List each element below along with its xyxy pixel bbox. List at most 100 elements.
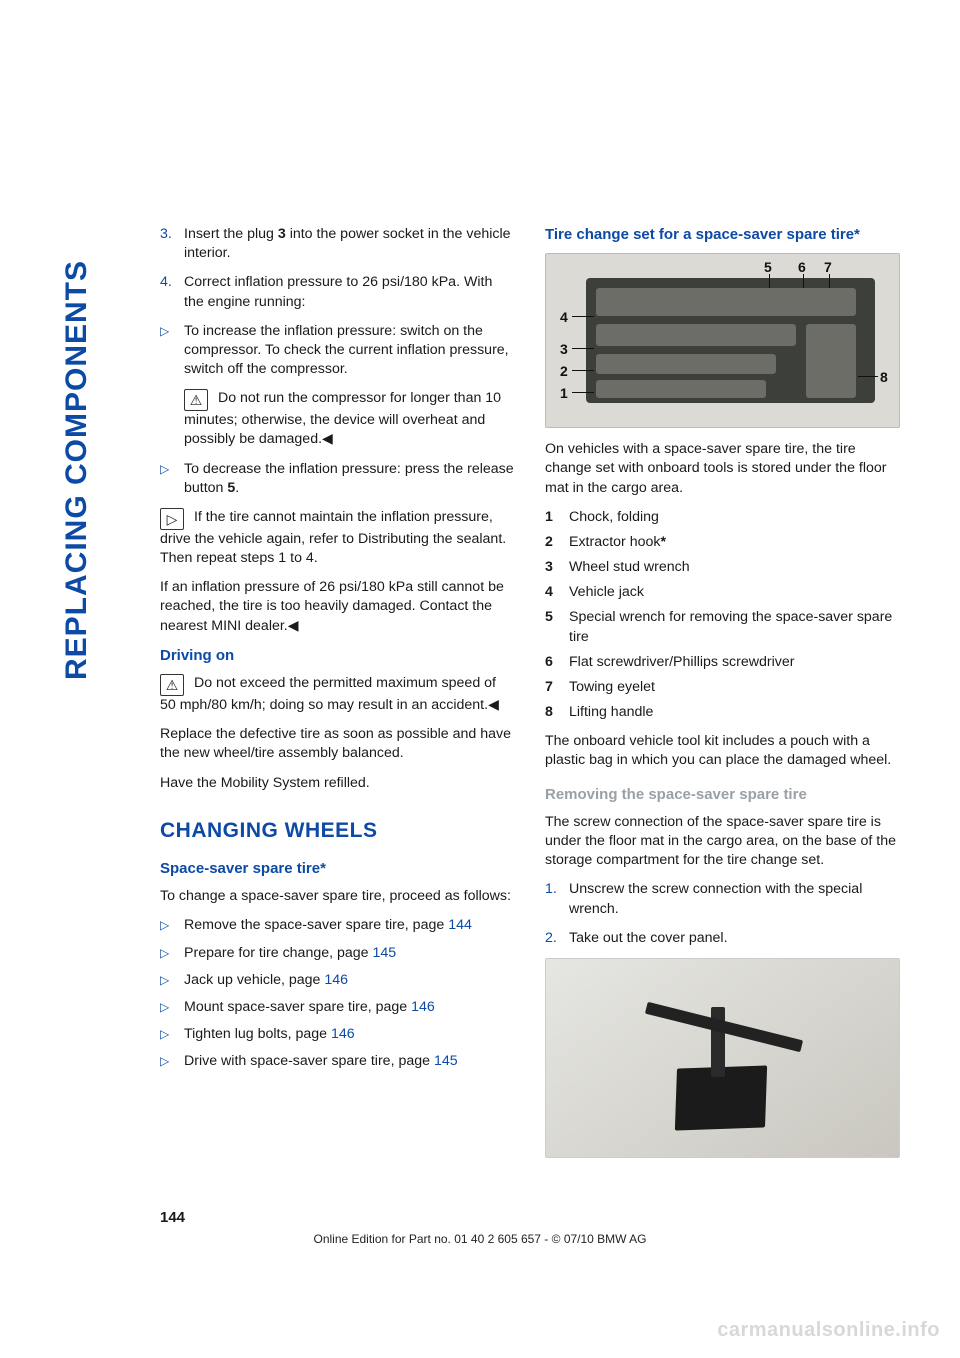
page-link[interactable]: 146 <box>331 1026 355 1042</box>
part-number: 5 <box>545 608 569 646</box>
page-link[interactable]: 146 <box>324 972 348 988</box>
diagram-slot <box>596 288 856 316</box>
parts-list-item: 6Flat screwdriver/Phillips screwdriver <box>545 653 900 672</box>
page-link[interactable]: 145 <box>434 1053 458 1069</box>
parts-list-item: 3Wheel stud wrench <box>545 558 900 577</box>
diagram-leader <box>829 274 830 288</box>
procedure-text: Drive with space-saver spare tire, page … <box>184 1052 515 1071</box>
triangle-icon: ▷ <box>160 916 184 935</box>
diagram-slot <box>596 324 796 346</box>
procedure-text: Remove the space-saver spare tire, page … <box>184 916 515 935</box>
page-link[interactable]: 145 <box>373 945 397 961</box>
part-name: Vehicle jack <box>569 583 900 602</box>
heading-changing-wheels: CHANGING WHEELS <box>160 817 515 845</box>
page: REPLACING COMPONENTS 3. Insert the plug … <box>0 0 960 1358</box>
diagram-label-3: 3 <box>560 340 568 359</box>
step-number: 4. <box>160 273 184 311</box>
diagram-leader <box>803 274 804 288</box>
watermark: carmanualsonline.info <box>717 1319 940 1342</box>
diagram-leader <box>769 274 770 288</box>
part-name: Wheel stud wrench <box>569 558 900 577</box>
warning-icon: ⚠ <box>160 674 184 696</box>
pouch-text: The onboard vehicle tool kit includes a … <box>545 732 900 770</box>
bullet-increase: ▷ To increase the inflation pressure: sw… <box>160 322 515 380</box>
remove-steps: 1.Unscrew the screw connection with the … <box>545 880 900 948</box>
part-name: Lifting handle <box>569 703 900 722</box>
triangle-icon: ▷ <box>160 460 184 498</box>
part-name: Chock, folding <box>569 508 900 527</box>
wrench-photo <box>545 958 900 1158</box>
procedure-list: ▷Remove the space-saver spare tire, page… <box>160 916 515 1071</box>
warning-block: ⚠ Do not run the compressor for longer t… <box>184 389 515 449</box>
heading-tire-change-set: Tire change set for a space-saver spare … <box>545 225 900 245</box>
diagram-leader <box>572 370 594 371</box>
page-link[interactable]: 144 <box>448 917 472 933</box>
bullet-text: To decrease the inflation pressure: pres… <box>184 460 515 498</box>
heading-removing-spare: Removing the space-saver spare tire <box>545 785 900 805</box>
procedure-text: Jack up vehicle, page 146 <box>184 971 515 990</box>
space-saver-intro: To change a space-saver spare tire, proc… <box>160 887 515 906</box>
hint-icon: ▷ <box>160 508 184 530</box>
warning-text: Do not exceed the permitted maximum spee… <box>160 675 499 713</box>
parts-list: 1Chock, folding2Extractor hook*3Wheel st… <box>545 508 900 723</box>
after-diagram-text: On vehicles with a space-saver spare tir… <box>545 440 900 498</box>
part-name: Flat screwdriver/Phillips screwdriver <box>569 653 900 672</box>
content-columns: 3. Insert the plug 3 into the power sock… <box>160 225 900 1158</box>
remove-step: 1.Unscrew the screw connection with the … <box>545 880 900 918</box>
diagram-leader <box>572 316 594 317</box>
part-number: 4 <box>545 583 569 602</box>
cannot-reach-text: If an inflation pressure of 26 psi/180 k… <box>160 578 515 636</box>
warning-icon: ⚠ <box>184 389 208 411</box>
right-column: Tire change set for a space-saver spare … <box>545 225 900 1158</box>
left-column: 3. Insert the plug 3 into the power sock… <box>160 225 515 1158</box>
diagram-leader <box>858 376 878 377</box>
diagram-slot <box>806 324 856 398</box>
diagram-slot <box>596 380 766 398</box>
diagram-label-8: 8 <box>880 368 888 387</box>
procedure-text: Mount space-saver spare tire, page 146 <box>184 998 515 1017</box>
procedure-item: ▷Mount space-saver spare tire, page 146 <box>160 998 515 1017</box>
step-text: Unscrew the screw connection with the sp… <box>569 880 900 918</box>
parts-list-item: 5Special wrench for removing the space-s… <box>545 608 900 646</box>
diagram-label-5: 5 <box>764 258 772 277</box>
triangle-icon: ▷ <box>160 998 184 1017</box>
replace-text: Replace the defective tire as soon as po… <box>160 725 515 763</box>
part-name: Towing eyelet <box>569 678 900 697</box>
step-text: Correct inflation pressure to 26 psi/180… <box>184 273 515 311</box>
diagram-tray <box>586 278 875 403</box>
procedure-text: Prepare for tire change, page 145 <box>184 944 515 963</box>
step-number: 2. <box>545 929 569 948</box>
diagram-label-7: 7 <box>824 258 832 277</box>
procedure-text: Tighten lug bolts, page 146 <box>184 1025 515 1044</box>
bullet-text: To increase the inflation pressure: swit… <box>184 322 515 380</box>
warning-block-2: ⚠ Do not exceed the permitted maximum sp… <box>160 674 515 715</box>
procedure-item: ▷Tighten lug bolts, page 146 <box>160 1025 515 1044</box>
remove-step: 2.Take out the cover panel. <box>545 929 900 948</box>
triangle-icon: ▷ <box>160 971 184 990</box>
parts-list-item: 2Extractor hook* <box>545 533 900 552</box>
diagram-leader <box>572 348 594 349</box>
page-link[interactable]: 146 <box>411 999 435 1015</box>
step-number: 3. <box>160 225 184 263</box>
step-4: 4. Correct inflation pressure to 26 psi/… <box>160 273 515 311</box>
procedure-item: ▷Drive with space-saver spare tire, page… <box>160 1052 515 1071</box>
hint-text: If the tire cannot maintain the inflatio… <box>160 509 506 566</box>
diagram-label-1: 1 <box>560 384 568 403</box>
diagram-label-2: 2 <box>560 362 568 381</box>
step-number: 1. <box>545 880 569 918</box>
part-number: 6 <box>545 653 569 672</box>
hint-block: ▷ If the tire cannot maintain the inflat… <box>160 508 515 568</box>
parts-list-item: 8Lifting handle <box>545 703 900 722</box>
tire-set-diagram: 1 2 3 4 5 6 7 8 <box>545 253 900 428</box>
part-number: 3 <box>545 558 569 577</box>
triangle-icon: ▷ <box>160 322 184 380</box>
heading-driving-on: Driving on <box>160 646 515 666</box>
warning-text: Do not run the compressor for longer tha… <box>184 390 501 447</box>
part-number: 8 <box>545 703 569 722</box>
diagram-slot <box>596 354 776 374</box>
procedure-item: ▷Prepare for tire change, page 145 <box>160 944 515 963</box>
numbered-steps: 3. Insert the plug 3 into the power sock… <box>160 225 515 312</box>
step-text: Take out the cover panel. <box>569 929 900 948</box>
diagram-leader <box>572 392 594 393</box>
parts-list-item: 7Towing eyelet <box>545 678 900 697</box>
